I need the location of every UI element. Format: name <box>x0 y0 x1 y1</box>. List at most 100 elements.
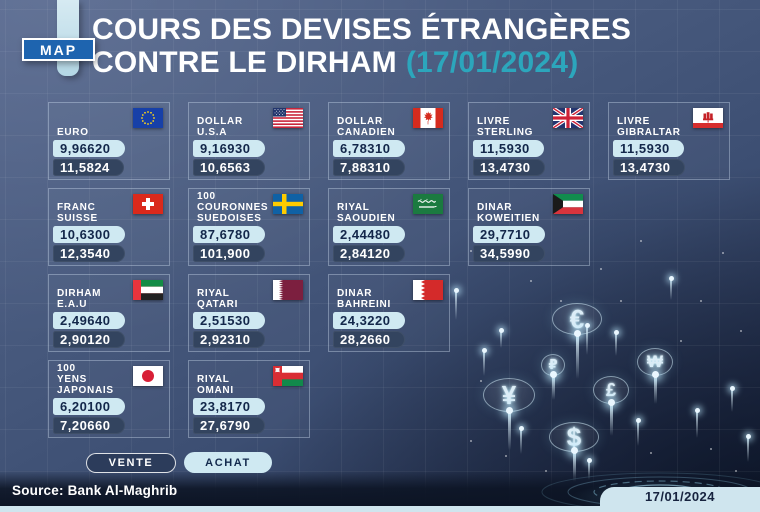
achat-value-pill: 87,6780 <box>193 226 265 243</box>
title-line2: CONTRE LE DIRHAM (17/01/2024) <box>92 46 631 79</box>
achat-value-pill: 9,96620 <box>53 140 125 157</box>
achat-value-pill: 29,7710 <box>473 226 545 243</box>
legend-achat-chip: ACHAT <box>184 452 272 473</box>
currency-card-dinar-bahreini: DINAR BAHREINI 24,3220 28,2660 <box>328 274 450 352</box>
currency-name: FRANC SUISSE <box>57 202 98 224</box>
achat-value-pill: 10,6300 <box>53 226 125 243</box>
rate-pills: 24,3220 28,2660 <box>333 312 445 348</box>
currency-name: DINAR KOWEITIEN <box>477 202 540 224</box>
achat-value-pill: 6,20100 <box>53 398 125 415</box>
currency-card-dollar-u-s-a: DOLLAR U.S.A 9,16930 10,6563 <box>188 102 310 180</box>
flag-japan-icon <box>133 366 163 386</box>
currency-card-100-couronnes-suedoises: 100 COURONNES SUEDOISES 87,6780 101,900 <box>188 188 310 266</box>
currency-name: DINAR BAHREINI <box>337 288 391 310</box>
rate-pills: 87,6780 101,900 <box>193 226 305 262</box>
achat-value-pill: 11,5930 <box>613 140 684 157</box>
currency-card-dirham-e-a-u: DIRHAM E.A.U 2,49640 2,90120 <box>48 274 170 352</box>
currency-name: 100 COURONNES SUEDOISES <box>197 191 269 224</box>
currency-card-100-yens-japonais: 100 YENS JAPONAIS 6,20100 7,20660 <box>48 360 170 438</box>
page-title: COURS DES DEVISES ÉTRANGÈRES CONTRE LE D… <box>92 13 631 79</box>
flag-saudi-icon <box>413 194 443 214</box>
currency-name: LIVRE STERLING <box>477 116 534 138</box>
currency-card-livre-gibraltar: LIVRE GIBRALTAR 11,5930 13,4730 <box>608 102 730 180</box>
light-streak <box>729 386 735 412</box>
currency-name: RIYAL SAOUDIEN <box>337 202 396 224</box>
currency-name: DIRHAM E.A.U <box>57 288 102 310</box>
bottom-strip <box>0 506 760 512</box>
cards-row-3: DIRHAM E.A.U 2,49640 2,90120 RIYAL QATAR… <box>48 274 730 352</box>
achat-value-pill: 24,3220 <box>333 312 405 329</box>
rate-pills: 9,16930 10,6563 <box>193 140 305 176</box>
currency-card-riyal-saoudien: RIYAL SAOUDIEN 2,44480 2,84120 <box>328 188 450 266</box>
rate-pills: 9,96620 11,5824 <box>53 140 165 176</box>
currency-name: EURO <box>57 127 89 138</box>
flag-oman-icon <box>273 366 303 386</box>
flag-gibraltar-icon <box>693 108 723 128</box>
vente-value-pill: 7,20660 <box>53 417 125 434</box>
cards-row-2: FRANC SUISSE 10,6300 12,3540 100 COURONN… <box>48 188 730 266</box>
vente-value-pill: 34,5990 <box>473 245 545 262</box>
currency-card-dinar-koweitien: DINAR KOWEITIEN 29,7710 34,5990 <box>468 188 590 266</box>
vente-value-pill: 2,90120 <box>53 331 125 348</box>
achat-value-pill: 9,16930 <box>193 140 265 157</box>
flag-eu-icon <box>133 108 163 128</box>
achat-value-pill: 6,78310 <box>333 140 405 157</box>
achat-value-pill: 2,44480 <box>333 226 405 243</box>
vente-value-pill: 101,900 <box>193 245 265 262</box>
map-logo: MAP <box>22 38 95 61</box>
rate-pills: 6,78310 7,88310 <box>333 140 445 176</box>
footer-date-tab: 17/01/2024 <box>600 487 760 506</box>
currency-card-riyal-qatari: RIYAL QATARI 2,51530 2,92310 <box>188 274 310 352</box>
currency-card-franc-suisse: FRANC SUISSE 10,6300 12,3540 <box>48 188 170 266</box>
rate-pills: 2,44480 2,84120 <box>333 226 445 262</box>
rate-pills: 23,8170 27,6790 <box>193 398 305 434</box>
currency-cards-grid: EURO 9,96620 11,5824 DOLLAR U.S.A 9,1693… <box>48 102 730 446</box>
rate-pills: 2,49640 2,90120 <box>53 312 165 348</box>
flag-qatar-icon <box>273 280 303 300</box>
achat-value-pill: 2,49640 <box>53 312 125 329</box>
flag-kuwait-icon <box>553 194 583 214</box>
vente-value-pill: 12,3540 <box>53 245 125 262</box>
particle-dot <box>505 455 507 457</box>
rate-pills: 11,5930 13,4730 <box>613 140 725 176</box>
achat-value-pill: 2,51530 <box>193 312 265 329</box>
legend-vente-chip: VENTE <box>86 453 176 473</box>
flag-switzerland-icon <box>133 194 163 214</box>
currency-name: DOLLAR CANADIEN <box>337 116 396 138</box>
currency-name: 100 YENS JAPONAIS <box>57 363 114 396</box>
currency-card-dollar-canadien: DOLLAR CANADIEN 6,78310 7,88310 <box>328 102 450 180</box>
title-line2-text: CONTRE LE DIRHAM <box>92 46 397 79</box>
rate-pills: 6,20100 7,20660 <box>53 398 165 434</box>
vente-value-pill: 13,4730 <box>473 159 545 176</box>
rate-pills: 2,51530 2,92310 <box>193 312 305 348</box>
rate-pills: 11,5930 13,4730 <box>473 140 585 176</box>
vente-value-pill: 10,6563 <box>193 159 265 176</box>
flag-uae-icon <box>133 280 163 300</box>
achat-value-pill: 23,8170 <box>193 398 265 415</box>
currency-name: RIYAL OMANI <box>197 374 234 396</box>
achat-value-pill: 11,5930 <box>473 140 544 157</box>
currency-name: DOLLAR U.S.A <box>197 116 243 138</box>
flag-canada-icon <box>413 108 443 128</box>
vente-value-pill: 2,92310 <box>193 331 265 348</box>
rate-pills: 10,6300 12,3540 <box>53 226 165 262</box>
currency-card-riyal-omani: RIYAL OMANI 23,8170 27,6790 <box>188 360 310 438</box>
vente-value-pill: 27,6790 <box>193 417 265 434</box>
flag-usa-icon <box>273 108 303 128</box>
currency-card-euro: EURO 9,96620 11,5824 <box>48 102 170 180</box>
vente-value-pill: 2,84120 <box>333 245 405 262</box>
flag-sweden-icon <box>273 194 303 214</box>
source-text: Source: Bank Al-Maghrib <box>12 483 178 498</box>
rate-pills: 29,7710 34,5990 <box>473 226 585 262</box>
vente-value-pill: 11,5824 <box>53 159 124 176</box>
particle-dot <box>740 330 742 332</box>
currency-name: LIVRE GIBRALTAR <box>617 116 681 138</box>
title-date: (17/01/2024) <box>405 46 579 79</box>
vente-value-pill: 13,4730 <box>613 159 685 176</box>
currency-card-livre-sterling: LIVRE STERLING 11,5930 13,4730 <box>468 102 590 180</box>
vente-value-pill: 7,88310 <box>333 159 405 176</box>
cards-row-4: 100 YENS JAPONAIS 6,20100 7,20660 RIYAL … <box>48 360 730 438</box>
cards-row-1: EURO 9,96620 11,5824 DOLLAR U.S.A 9,1693… <box>48 102 730 180</box>
flag-uk-icon <box>553 108 583 128</box>
